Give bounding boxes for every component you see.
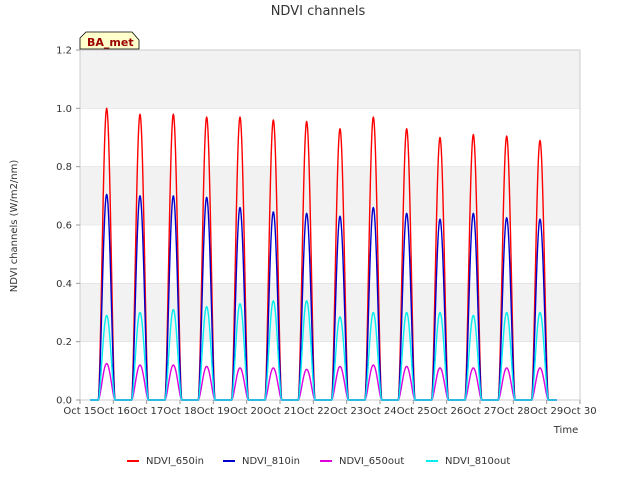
y-tick-label: 0.0 bbox=[56, 396, 72, 407]
legend-label: NDVI_810in bbox=[242, 456, 300, 467]
x-tick-label: Oct 17 bbox=[130, 406, 163, 417]
legend-label: NDVI_650in bbox=[146, 456, 204, 467]
x-tick-label: Oct 29 bbox=[530, 406, 563, 417]
x-axis-label: Time bbox=[553, 425, 578, 436]
x-tick-label: Oct 23 bbox=[330, 406, 363, 417]
legend: NDVI_650in NDVI_810in NDVI_650out NDVI_810o… bbox=[127, 456, 510, 467]
x-tick-label: Oct 16 bbox=[97, 406, 130, 417]
x-tick-label: Oct 28 bbox=[497, 406, 530, 417]
y-tick-label: 0.4 bbox=[56, 279, 72, 290]
x-tick-label: Oct 15 bbox=[63, 406, 96, 417]
x-tick-label: Oct 27 bbox=[463, 406, 496, 417]
grid-band bbox=[80, 108, 580, 167]
y-tick-label: 0.2 bbox=[56, 337, 72, 348]
grid-band bbox=[80, 283, 580, 342]
y-tick-label: 0.8 bbox=[56, 162, 72, 173]
series-line-ndvi-810out bbox=[90, 300, 557, 401]
x-tick-label: Oct 22 bbox=[297, 406, 330, 417]
x-tick-label: Oct 26 bbox=[430, 406, 463, 417]
y-axis-label: NDVI channels (W/m2/nm) bbox=[9, 160, 20, 293]
legend-label: NDVI_650out bbox=[339, 456, 404, 467]
x-tick-label: Oct 20 bbox=[230, 406, 263, 417]
y-tick-label: 1.2 bbox=[56, 46, 72, 57]
grid-band bbox=[80, 225, 580, 284]
y-tick-label: 1.0 bbox=[56, 104, 72, 115]
x-tick-label: Oct 19 bbox=[197, 406, 230, 417]
x-tick-label: Oct 25 bbox=[397, 406, 430, 417]
grid-band bbox=[80, 50, 580, 109]
x-tick-label: Oct 24 bbox=[363, 406, 396, 417]
chart-title: NDVI channels bbox=[271, 4, 366, 19]
x-tick-label: Oct 21 bbox=[263, 406, 296, 417]
ba-met-badge: BA_met bbox=[79, 31, 140, 50]
x-tick-label: Oct 30 bbox=[563, 406, 596, 417]
x-tick-label: Oct 18 bbox=[163, 406, 196, 417]
grid-band bbox=[80, 166, 580, 225]
y-tick-label: 0.6 bbox=[56, 221, 72, 232]
legend-label: NDVI_810out bbox=[445, 456, 510, 467]
badge-label: BA_met bbox=[87, 36, 134, 49]
grid-band bbox=[80, 341, 580, 400]
